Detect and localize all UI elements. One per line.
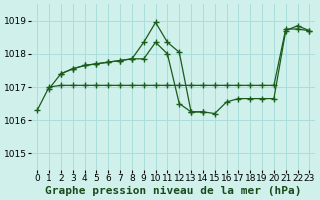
X-axis label: Graphe pression niveau de la mer (hPa): Graphe pression niveau de la mer (hPa) xyxy=(45,186,301,196)
